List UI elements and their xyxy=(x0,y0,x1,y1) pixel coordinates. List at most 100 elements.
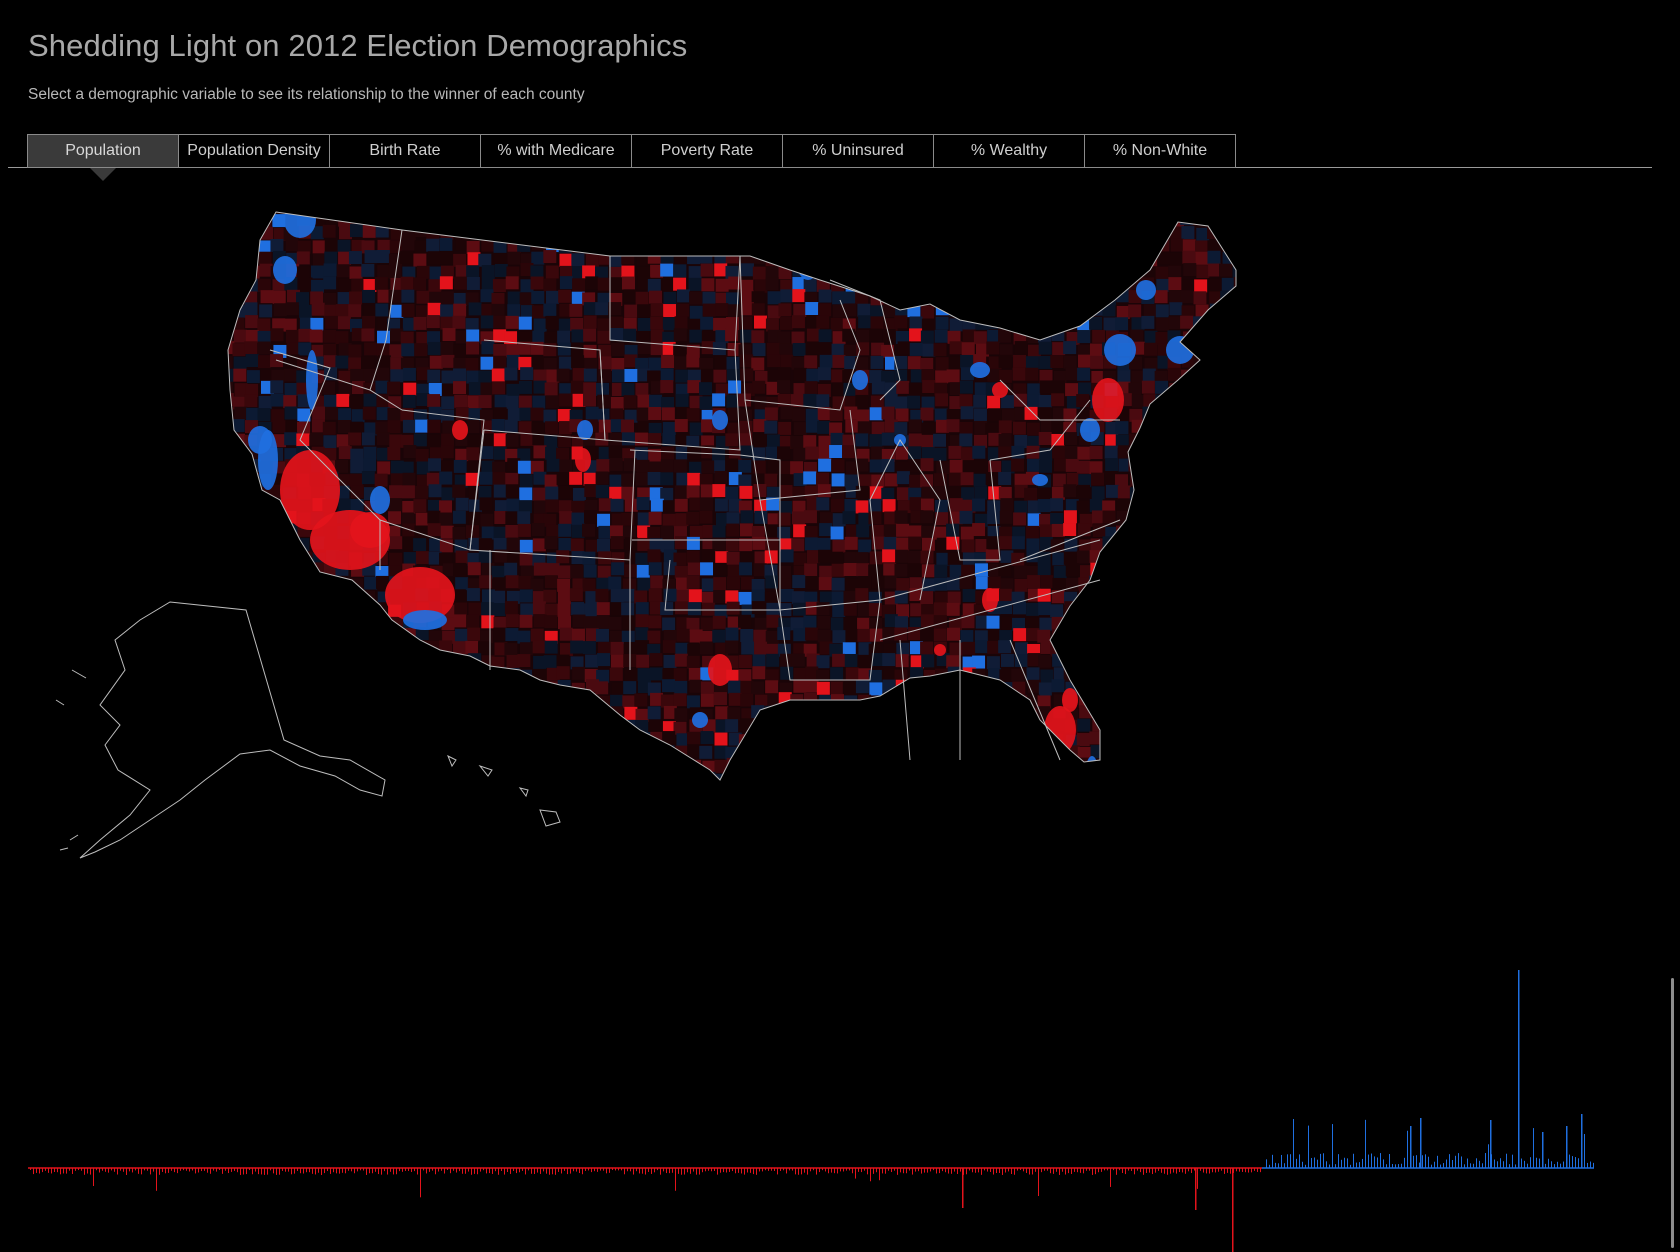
bar-republican[interactable] xyxy=(1227,1168,1228,1173)
bar-republican[interactable] xyxy=(711,1168,712,1172)
bar-republican[interactable] xyxy=(495,1168,496,1172)
bar-republican[interactable] xyxy=(1056,1168,1057,1172)
bar-republican[interactable] xyxy=(237,1168,238,1173)
bar-democrat[interactable] xyxy=(1434,1161,1435,1168)
bar-republican[interactable] xyxy=(318,1168,319,1173)
bar-democrat[interactable] xyxy=(1287,1154,1288,1168)
bar-democrat[interactable] xyxy=(1419,1162,1420,1168)
bar-republican[interactable] xyxy=(513,1168,514,1171)
bar-republican[interactable] xyxy=(660,1168,661,1175)
bar-republican[interactable] xyxy=(1134,1168,1135,1175)
bar-republican[interactable] xyxy=(162,1168,163,1172)
bar-republican[interactable] xyxy=(1113,1168,1114,1171)
bar-republican[interactable] xyxy=(465,1168,466,1174)
bar-republican[interactable] xyxy=(771,1168,772,1171)
bar-republican[interactable] xyxy=(444,1168,445,1174)
bar-republican[interactable] xyxy=(117,1168,118,1175)
bar-republican[interactable] xyxy=(984,1168,985,1171)
bar-republican[interactable] xyxy=(1023,1168,1024,1172)
bar-democrat[interactable] xyxy=(1584,1134,1585,1168)
bar-republican[interactable] xyxy=(962,1168,964,1208)
bar-republican[interactable] xyxy=(69,1168,70,1171)
bar-republican[interactable] xyxy=(1089,1168,1090,1171)
bar-republican[interactable] xyxy=(831,1168,832,1173)
bar-republican[interactable] xyxy=(777,1168,778,1175)
bar-republican[interactable] xyxy=(561,1168,562,1174)
bar-republican[interactable] xyxy=(87,1168,88,1174)
bar-republican[interactable] xyxy=(291,1168,292,1175)
bar-republican[interactable] xyxy=(915,1168,916,1172)
bar-republican[interactable] xyxy=(1251,1168,1252,1173)
bar-republican[interactable] xyxy=(795,1168,796,1175)
bar-republican[interactable] xyxy=(51,1168,52,1174)
bar-democrat[interactable] xyxy=(1374,1156,1375,1168)
bar-republican[interactable] xyxy=(654,1168,655,1173)
bar-republican[interactable] xyxy=(885,1168,886,1174)
bar-republican[interactable] xyxy=(801,1168,802,1175)
bar-democrat[interactable] xyxy=(1383,1159,1384,1168)
bar-republican[interactable] xyxy=(684,1168,685,1175)
bar-republican[interactable] xyxy=(93,1168,94,1187)
bar-republican[interactable] xyxy=(1077,1168,1078,1173)
bar-republican[interactable] xyxy=(942,1168,943,1172)
bar-republican[interactable] xyxy=(627,1168,628,1172)
bar-democrat[interactable] xyxy=(1332,1124,1333,1168)
bar-republican[interactable] xyxy=(894,1168,895,1171)
bar-republican[interactable] xyxy=(975,1168,976,1173)
bar-republican[interactable] xyxy=(1176,1168,1177,1174)
tab-population-density[interactable]: Population Density xyxy=(178,134,330,168)
bar-republican[interactable] xyxy=(1083,1168,1084,1174)
bar-republican[interactable] xyxy=(336,1168,337,1174)
bar-republican[interactable] xyxy=(426,1168,427,1174)
bar-republican[interactable] xyxy=(1017,1168,1018,1171)
bar-democrat[interactable] xyxy=(1521,1158,1522,1168)
bar-republican[interactable] xyxy=(138,1168,139,1174)
bar-republican[interactable] xyxy=(105,1168,106,1172)
bar-democrat[interactable] xyxy=(1479,1160,1480,1168)
bar-republican[interactable] xyxy=(1137,1168,1138,1171)
tab-birth-rate[interactable]: Birth Rate xyxy=(329,134,481,168)
bar-democrat[interactable] xyxy=(1467,1158,1468,1168)
bar-republican[interactable] xyxy=(39,1168,40,1174)
bar-democrat[interactable] xyxy=(1482,1163,1483,1168)
bar-republican[interactable] xyxy=(705,1168,706,1172)
bar-republican[interactable] xyxy=(849,1168,850,1171)
bar-republican[interactable] xyxy=(1071,1168,1072,1174)
bar-republican[interactable] xyxy=(330,1168,331,1174)
bar-republican[interactable] xyxy=(522,1168,523,1171)
bar-republican[interactable] xyxy=(765,1168,766,1171)
bar-republican[interactable] xyxy=(846,1168,847,1171)
bar-republican[interactable] xyxy=(132,1168,133,1173)
bar-republican[interactable] xyxy=(273,1168,274,1174)
bar-democrat[interactable] xyxy=(1422,1155,1423,1168)
bar-republican[interactable] xyxy=(741,1168,742,1174)
bar-republican[interactable] xyxy=(516,1168,517,1174)
bar-democrat[interactable] xyxy=(1296,1158,1297,1168)
bar-republican[interactable] xyxy=(1047,1168,1048,1171)
bar-republican[interactable] xyxy=(750,1168,751,1173)
bar-republican[interactable] xyxy=(195,1168,196,1174)
bar-republican[interactable] xyxy=(1014,1168,1015,1175)
bar-republican[interactable] xyxy=(489,1168,490,1174)
bar-republican[interactable] xyxy=(153,1168,154,1172)
bar-republican[interactable] xyxy=(819,1168,820,1173)
bar-republican[interactable] xyxy=(348,1168,349,1171)
bar-republican[interactable] xyxy=(528,1168,529,1171)
bar-republican[interactable] xyxy=(417,1168,418,1175)
bar-republican[interactable] xyxy=(1107,1168,1108,1171)
bar-republican[interactable] xyxy=(333,1168,334,1173)
bar-republican[interactable] xyxy=(579,1168,580,1174)
bar-republican[interactable] xyxy=(456,1168,457,1173)
bar-republican[interactable] xyxy=(990,1168,991,1172)
bar-republican[interactable] xyxy=(1146,1168,1147,1173)
bar-democrat[interactable] xyxy=(1485,1153,1486,1168)
bar-republican[interactable] xyxy=(507,1168,508,1173)
bar-republican[interactable] xyxy=(414,1168,415,1172)
bar-republican[interactable] xyxy=(981,1168,982,1175)
bar-republican[interactable] xyxy=(957,1168,958,1174)
bar-republican[interactable] xyxy=(1068,1168,1069,1174)
bar-republican[interactable] xyxy=(993,1168,994,1175)
bar-republican[interactable] xyxy=(75,1168,76,1171)
bar-republican[interactable] xyxy=(1215,1168,1216,1173)
bar-democrat[interactable] xyxy=(1530,1157,1531,1168)
